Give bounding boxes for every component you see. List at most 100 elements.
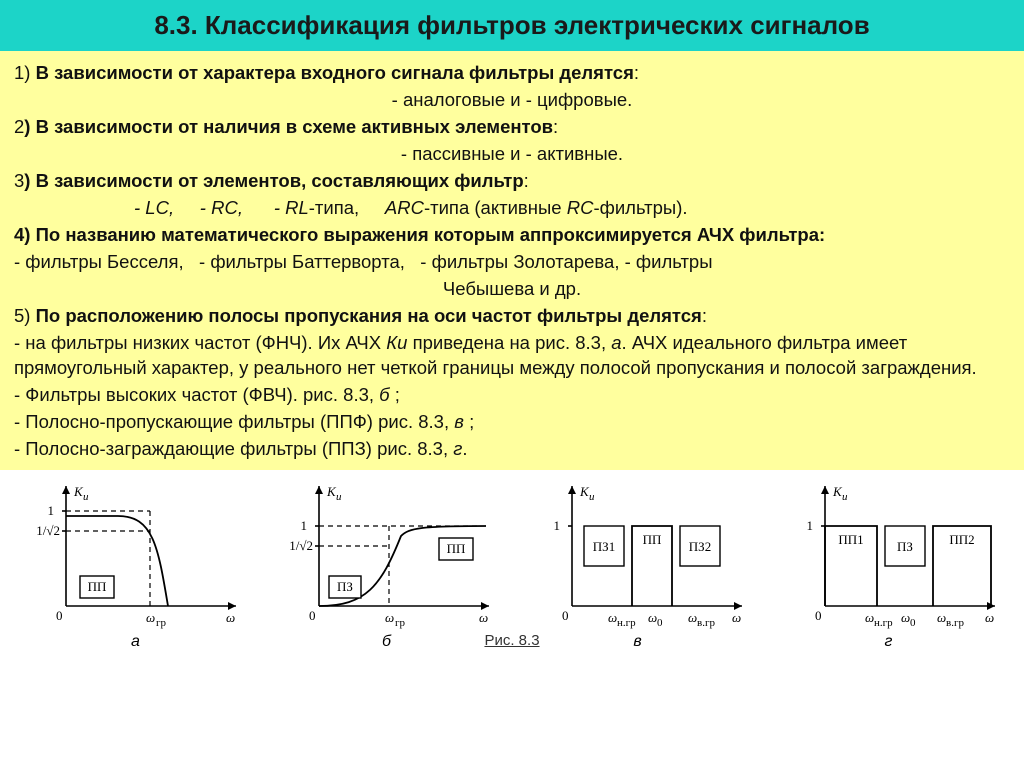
svg-text:в.гр: в.гр (946, 617, 964, 629)
svg-text:ω: ω (865, 610, 874, 625)
svg-text:гр: гр (395, 617, 406, 629)
t: . (462, 438, 467, 459)
svg-text:u: u (336, 491, 342, 503)
t: - RL (274, 197, 309, 218)
t: - LC, (134, 197, 174, 218)
svg-text:ПП1: ПП1 (838, 532, 863, 547)
svg-text:u: u (589, 491, 595, 503)
svg-text:ω: ω (688, 610, 697, 625)
t: б (379, 384, 389, 405)
svg-text:ω: ω (385, 610, 394, 625)
chart-a: Ku11/√20ППωгрω (18, 476, 248, 631)
section-title: 8.3. Классификация фильтров электрически… (0, 0, 1024, 51)
line-10: - на фильтры низких частот (ФНЧ). Их АЧХ… (14, 331, 1010, 381)
svg-text:ω: ω (648, 610, 657, 625)
svg-text:u: u (83, 491, 89, 503)
svg-text:ПП: ПП (446, 541, 465, 556)
svg-text:ПП: ПП (642, 532, 661, 547)
svg-text:ω: ω (901, 610, 910, 625)
t: 5) (14, 305, 36, 326)
line-11: - Фильтры высоких частот (ФВЧ). рис. 8.3… (14, 383, 1010, 408)
t: По расположению полосы пропускания на ос… (36, 305, 702, 326)
svg-text:ω: ω (146, 610, 155, 625)
svg-text:н.гр: н.гр (617, 617, 636, 629)
chart-sublabels: а б в г Рис. 8.3 (0, 631, 1024, 651)
t: - Полосно-заграждающие фильтры (ППЗ) рис… (14, 438, 453, 459)
t: 2 (14, 116, 24, 137)
line-13: - Полосно-заграждающие фильтры (ППЗ) рис… (14, 437, 1010, 462)
t: ; (390, 384, 400, 405)
svg-text:1/√2: 1/√2 (36, 523, 60, 538)
t: - Фильтры высоких частот (ФВЧ). рис. 8.3… (14, 384, 379, 405)
chart-d: Ku10ПП1ПЗПП2ωн.грω0ωв.грω (777, 476, 1007, 631)
t: : (524, 170, 529, 191)
svg-text:0: 0 (910, 617, 916, 629)
svg-text:в.гр: в.гр (697, 617, 715, 629)
t: : (702, 305, 707, 326)
sublabel-v: в (512, 633, 763, 651)
t: 3 (14, 170, 24, 191)
chart-c: Ku10ПЗ1ПППЗ2ωн.грω0ωв.грω (524, 476, 754, 631)
sublabel-b: б (261, 633, 512, 651)
svg-text:0: 0 (562, 608, 569, 623)
t: приведена на рис. 8.3, (407, 332, 611, 353)
svg-text:1/√2: 1/√2 (289, 538, 313, 553)
t: RC (567, 197, 594, 218)
t: ARC (385, 197, 424, 218)
svg-text:ω: ω (937, 610, 946, 625)
t: Ки (386, 332, 407, 353)
t: : (634, 62, 639, 83)
t: : (553, 116, 558, 137)
svg-text:ПЗ: ПЗ (897, 539, 913, 554)
t: ) В зависимости от элементов, составляющ… (24, 170, 523, 191)
line-8: - фильтры Бесселя, - фильтры Баттерворта… (14, 250, 1010, 275)
t: в (454, 411, 464, 432)
line-7: 4) По названию математического выражения… (14, 223, 1010, 248)
t: - на фильтры низких частот (ФНЧ). Их АЧХ (14, 332, 386, 353)
content-body: 1) В зависимости от характера входного с… (0, 51, 1024, 470)
svg-text:0: 0 (309, 608, 316, 623)
svg-text:1: 1 (47, 503, 54, 518)
svg-text:0: 0 (815, 608, 822, 623)
line-2: - аналоговые и - цифровые. (14, 88, 1010, 113)
t: -фильтры). (593, 197, 687, 218)
svg-text:ω: ω (985, 610, 994, 625)
line-1: 1) В зависимости от характера входного с… (14, 61, 1010, 86)
line-12: - Полосно-пропускающие фильтры (ППФ) рис… (14, 410, 1010, 435)
svg-text:ω: ω (732, 610, 741, 625)
svg-text:u: u (842, 491, 848, 503)
svg-text:ПЗ: ПЗ (337, 579, 353, 594)
t: а (611, 332, 621, 353)
t: -типа (активные (424, 197, 567, 218)
t: г (453, 438, 462, 459)
svg-text:ω: ω (479, 610, 488, 625)
svg-text:ω: ω (226, 610, 235, 625)
t: - RC, (200, 197, 243, 218)
sublabel-g: г (763, 633, 1014, 651)
charts-row: Ku11/√20ППωгрω Ku11/√20ПЗППωгрω Ku10ПЗ1П… (0, 470, 1024, 631)
svg-text:н.гр: н.гр (874, 617, 893, 629)
line-3: 2) В зависимости от наличия в схеме акти… (14, 115, 1010, 140)
sublabel-a: а (10, 633, 261, 651)
svg-text:ПЗ2: ПЗ2 (688, 539, 710, 554)
chart-b: Ku11/√20ПЗППωгрω (271, 476, 501, 631)
svg-text:0: 0 (657, 617, 663, 629)
t: В зависимости от характера входного сигн… (36, 62, 634, 83)
line-8b: Чебышева и др. (14, 277, 1010, 302)
svg-text:1: 1 (300, 518, 307, 533)
svg-text:гр: гр (156, 617, 167, 629)
svg-text:0: 0 (56, 608, 63, 623)
line-6: - LC, - RC, - RL-типа, ARC-типа (активны… (14, 196, 1010, 221)
svg-text:1: 1 (806, 518, 813, 533)
t: ) В зависимости от наличия в схеме актив… (24, 116, 553, 137)
t: - Полосно-пропускающие фильтры (ППФ) рис… (14, 411, 454, 432)
line-4: - пассивные и - активные. (14, 142, 1010, 167)
svg-text:ПП2: ПП2 (949, 532, 974, 547)
line-5: 3) В зависимости от элементов, составляю… (14, 169, 1010, 194)
svg-text:ПП: ПП (87, 579, 106, 594)
svg-text:ПЗ1: ПЗ1 (592, 539, 614, 554)
t: ; (464, 411, 474, 432)
svg-text:1: 1 (553, 518, 560, 533)
figure-caption: Рис. 8.3 (484, 632, 539, 649)
svg-text:ω: ω (608, 610, 617, 625)
